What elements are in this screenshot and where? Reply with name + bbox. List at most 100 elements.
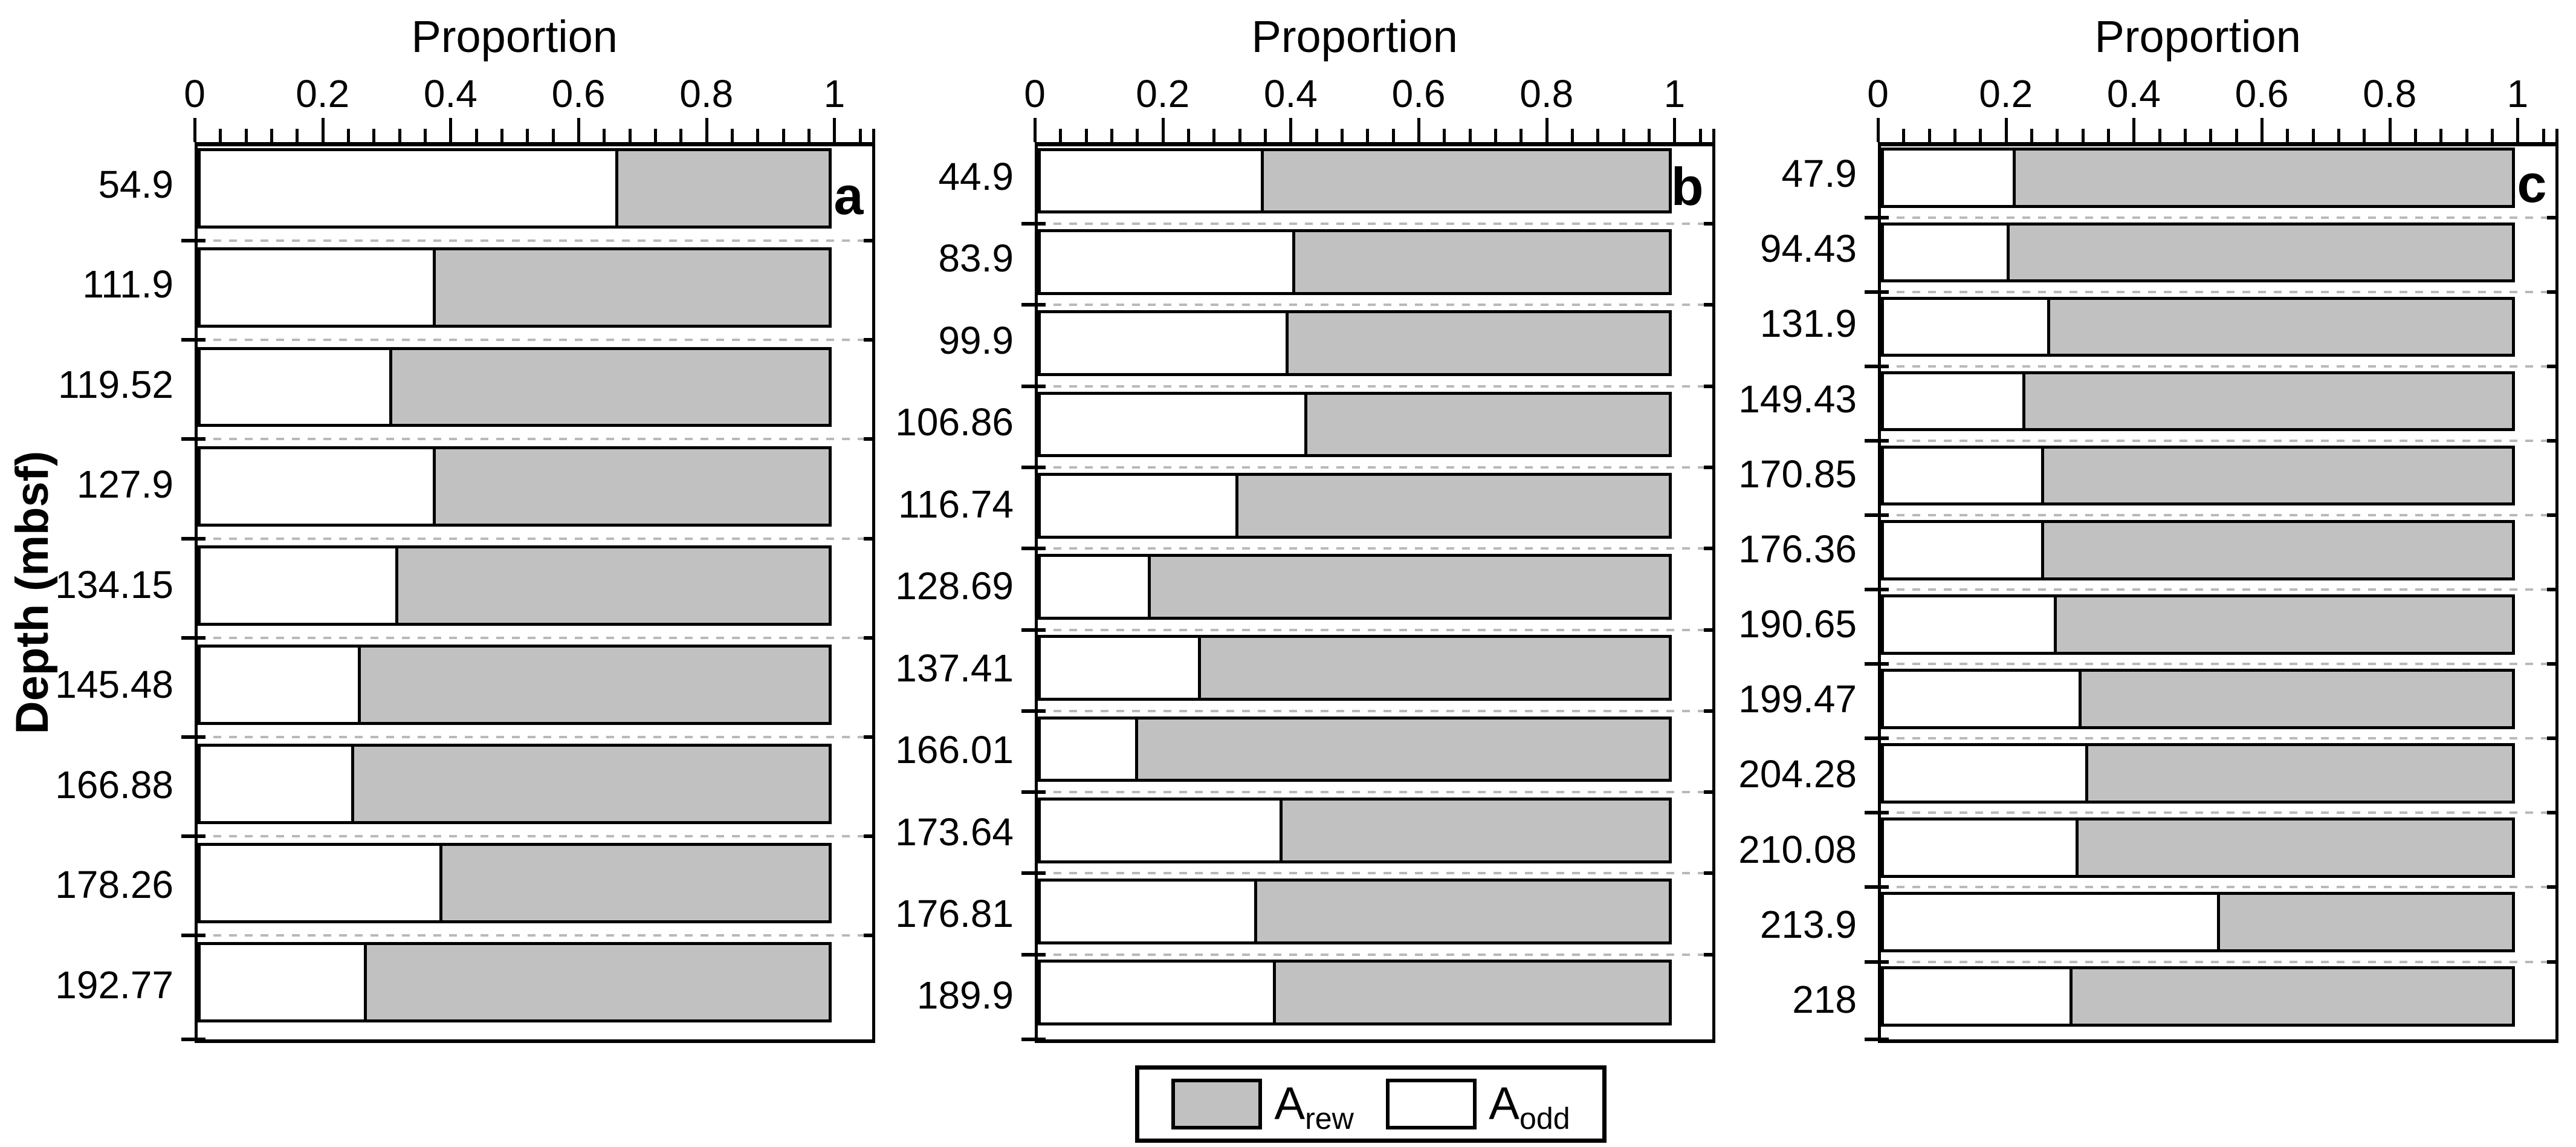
x-minor-tick [2311,129,2315,142]
y-axis-tick-right [1704,709,1712,713]
x-minor-tick [2081,129,2085,142]
y-axis-tick-right [2547,513,2555,518]
row-separator-line [1038,385,1712,388]
depth-tick-label: 145.48 [55,663,173,707]
depth-tick-label: 116.74 [898,482,1014,526]
row-separator-line [1881,663,2555,666]
row-separator-line [1881,290,2555,293]
depth-tick-label: 213.9 [1759,902,1857,946]
depth-tick-label: 204.28 [1738,752,1857,796]
bar-row [1038,879,1672,944]
x-minor-tick [1443,129,1446,142]
row-separator-line [1881,365,2555,368]
x-tick-label: 0.6 [551,72,606,115]
bar-rew-segment [2079,672,2513,726]
x-major-tick [2260,118,2264,142]
x-minor-tick [654,129,658,142]
depth-tick-label: 131.9 [1759,302,1857,346]
y-axis-tick [1021,709,1046,713]
x-tick-label: 0.4 [1263,72,1318,115]
bar-rew-segment [615,151,829,226]
y-axis-tick [1865,215,1889,219]
bar-row [1881,296,2516,357]
x-minor-tick [782,129,785,142]
bar-rew-segment [2022,374,2513,429]
y-axis-tick-right [864,239,872,243]
y-axis-tick [1865,438,1889,443]
x-minor-tick [244,129,248,142]
y-axis-tick [1021,628,1046,632]
bar-row [198,843,832,923]
bar-rew-segment [351,746,829,821]
panel-letter-b: b [1671,157,1704,217]
bar-row [198,346,832,427]
x-major-tick [1417,118,1421,142]
x-minor-tick [1391,129,1395,142]
y-axis-tick-right [1704,790,1712,794]
x-minor-tick [500,129,504,142]
bar-rew-segment [364,945,829,1020]
x-axis-title: Proportion [2094,11,2301,62]
bar-row [1881,743,2516,804]
bar-rew-segment [2053,597,2513,652]
y-axis-tick-right [864,635,872,640]
x-major-tick [1673,118,1677,142]
y-axis-tick-right [1704,384,1712,388]
legend-label-odd-main: A [1489,1078,1519,1129]
bar-row [1038,229,1672,295]
row-separator-line [198,537,872,540]
y-axis-tick [1865,513,1889,518]
y-axis-tick [181,635,205,640]
bar-row [1881,669,2516,729]
x-minor-tick [1927,129,1931,142]
x-major-tick [1034,118,1037,142]
x-minor-tick [347,129,351,142]
bar-row [198,942,832,1023]
bar-row [1038,472,1672,539]
y-axis-tick [1021,384,1046,388]
bar-row [1881,445,2516,506]
x-major-tick [449,118,453,142]
x-minor-tick [2056,129,2059,142]
x-major-tick [1289,118,1293,142]
depth-tick-label: 173.64 [895,810,1014,854]
x-minor-tick [398,129,401,142]
x-minor-tick [2107,129,2111,142]
x-axis-title: Proportion [1251,11,1458,62]
row-separator-line [1038,791,1712,794]
x-minor-tick [2209,129,2213,142]
x-minor-tick [372,129,376,142]
row-separator-line [1038,466,1712,469]
depth-tick-label: 166.88 [55,762,173,807]
depth-tick-label: 106.86 [895,400,1014,444]
y-axis-tick-right [1704,466,1712,470]
row-separator-line [198,339,872,342]
x-tick-label: 1 [2506,72,2529,115]
depth-tick-label: 189.9 [916,973,1014,1018]
bar-row [198,644,832,725]
x-minor-tick [1953,129,1956,142]
bar-row [1881,519,2516,580]
x-major-tick [2516,118,2520,142]
x-minor-tick [2465,129,2468,142]
x-major-tick [2132,118,2136,142]
depth-tick-label: 83.9 [938,236,1014,281]
y-axis-tick-right [2547,662,2555,666]
y-axis-tick [1865,885,1889,889]
x-major-tick [193,118,196,142]
x-minor-tick [1187,129,1191,142]
x-tick-label: 0 [1867,72,1889,115]
bar-rew-segment [1279,800,1669,860]
x-tick-label: 0.4 [423,72,477,115]
x-minor-tick [1712,129,1715,142]
x-minor-tick [628,129,632,142]
bar-rew-segment [439,846,829,920]
row-separator-line [198,834,872,837]
y-axis-tick [1021,1038,1046,1041]
y-axis-tick-right [2547,588,2555,592]
bar-rew-segment [1197,638,1669,698]
x-minor-tick [1979,129,1982,142]
x-minor-tick [603,129,606,142]
depth-tick-label: 44.9 [938,154,1014,198]
bar-row [1038,635,1672,701]
